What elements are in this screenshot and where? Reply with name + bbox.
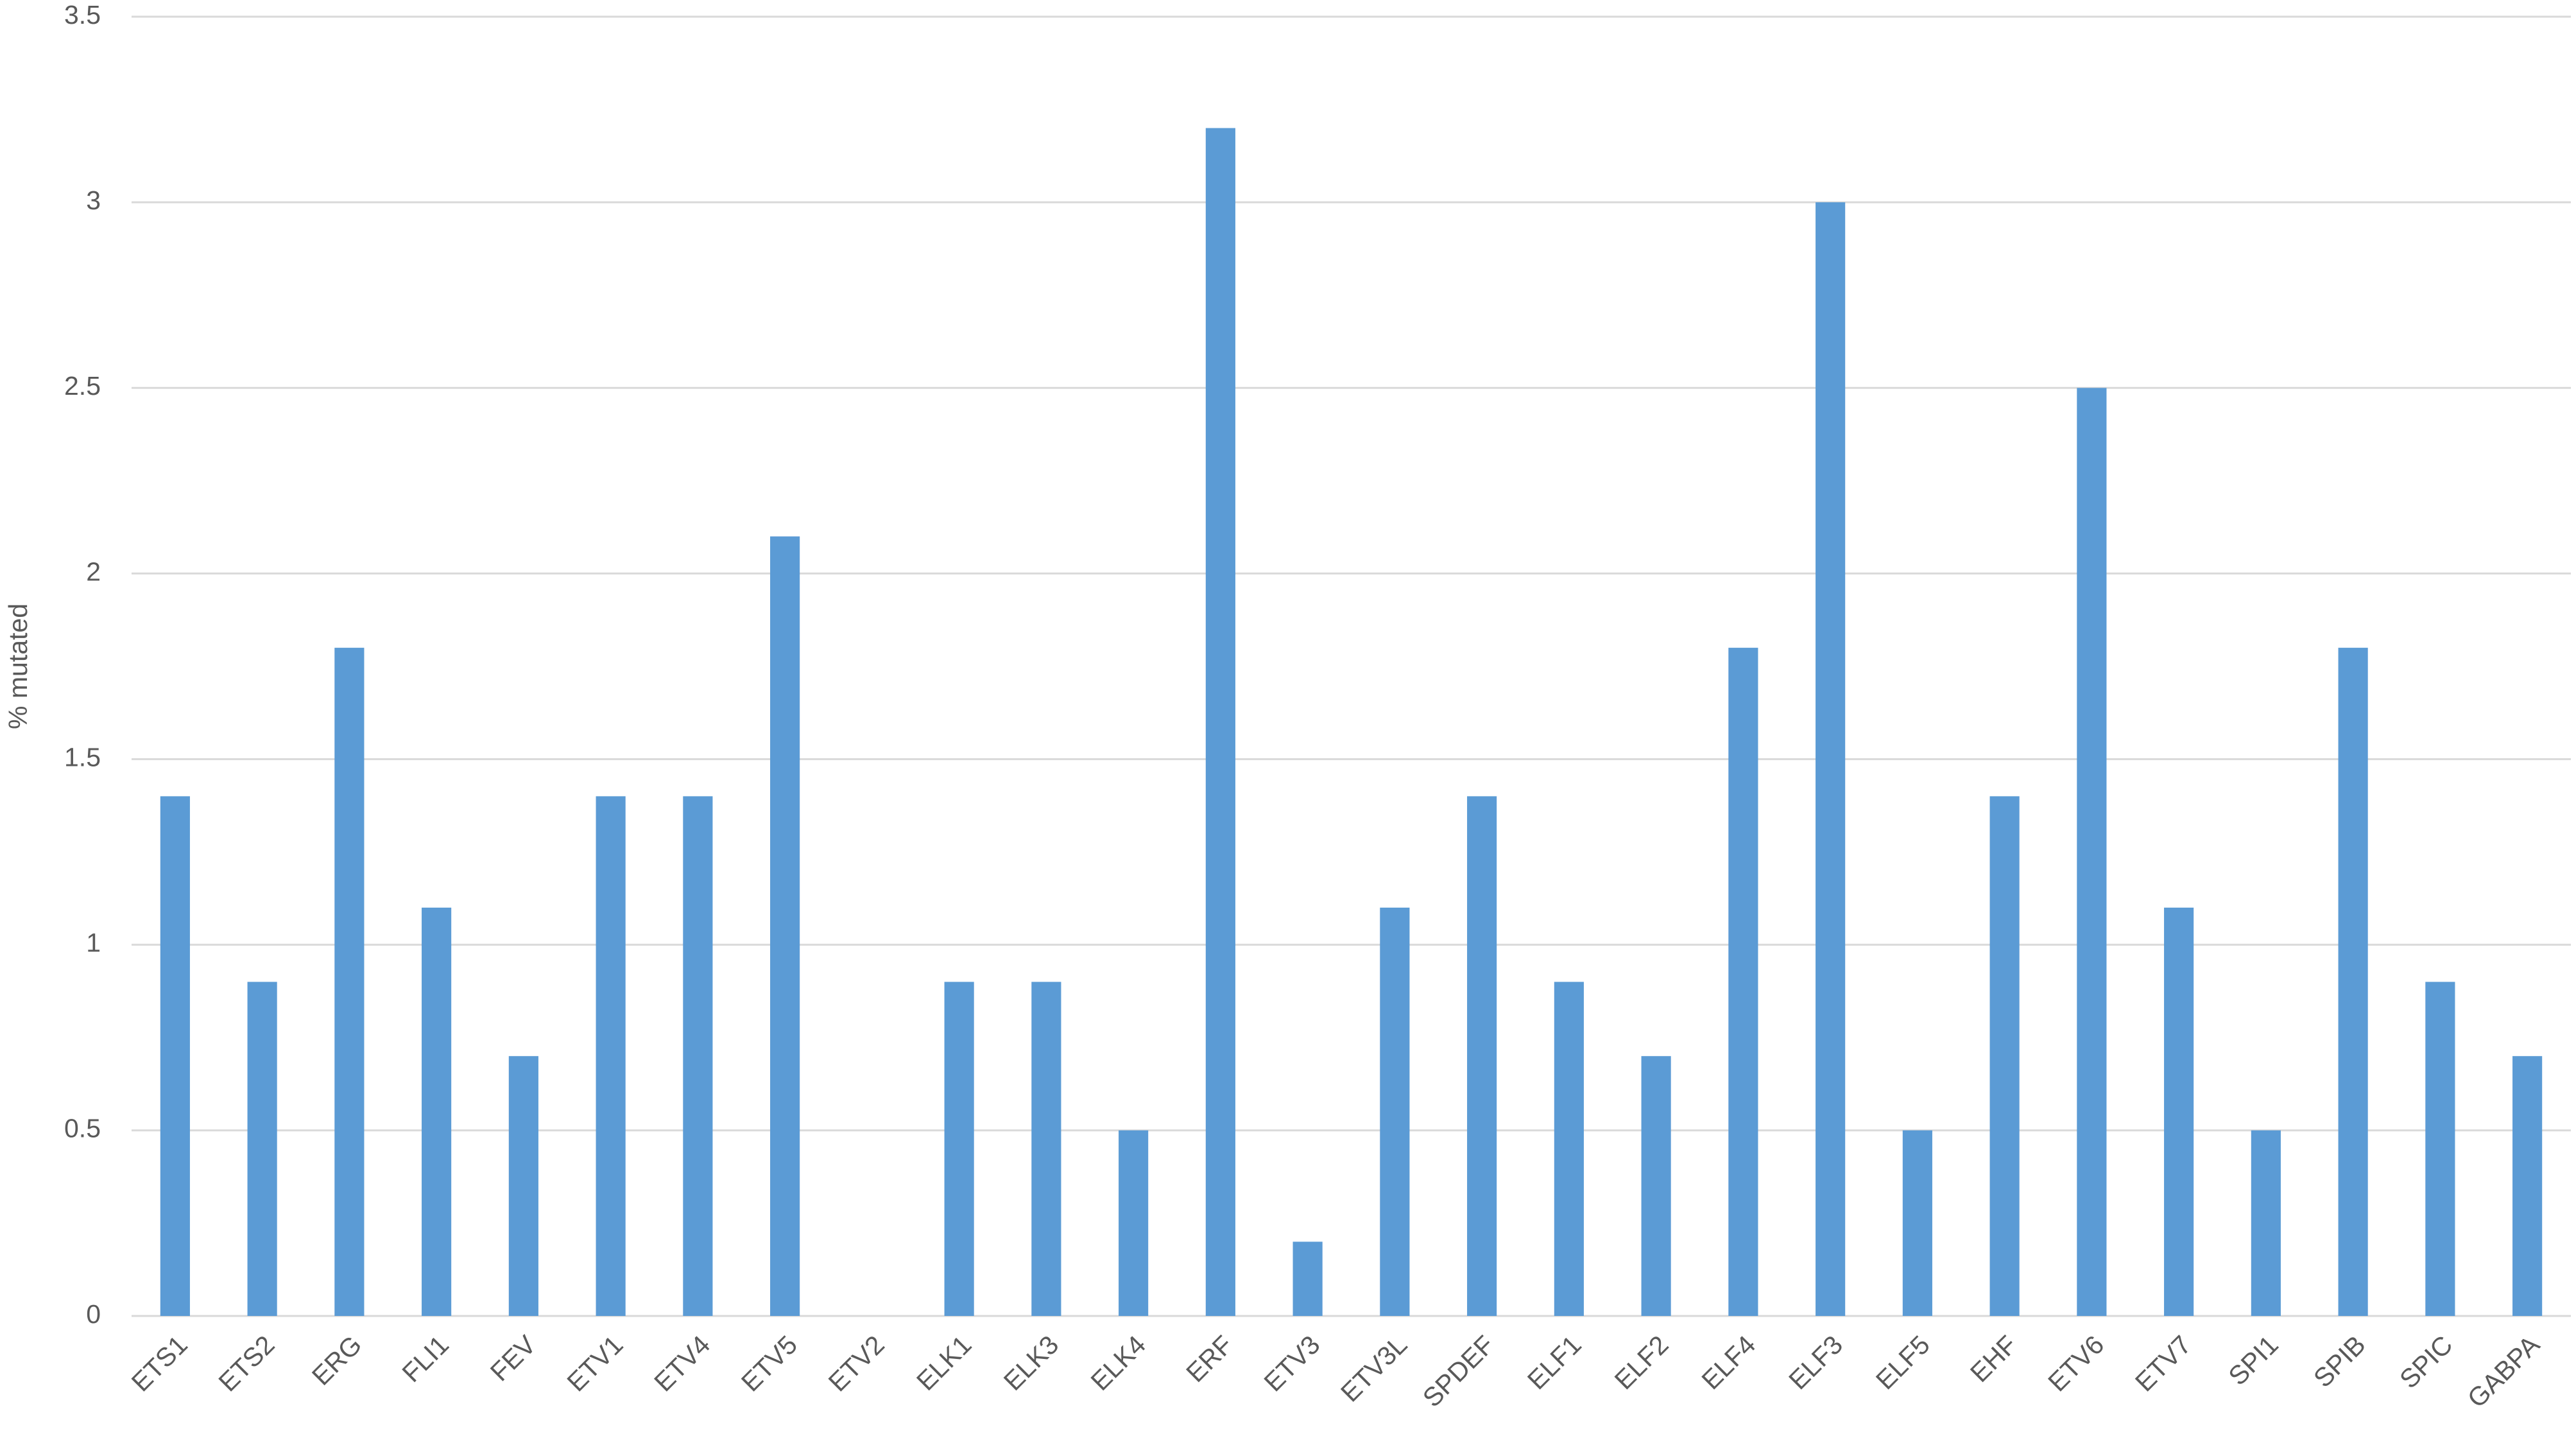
bar <box>2512 1056 2543 1316</box>
bar <box>2425 982 2455 1316</box>
bar <box>1816 202 1846 1317</box>
bar <box>508 1056 538 1316</box>
x-tick-label: ELF5 <box>1870 1329 1936 1395</box>
bar <box>2338 648 2368 1316</box>
y-tick-label: 2 <box>86 557 101 586</box>
x-tick-label: ERF <box>1180 1329 1239 1388</box>
x-tick-label: ETS1 <box>126 1329 193 1397</box>
bar <box>1119 1130 1149 1316</box>
x-tick-label: ETV7 <box>2129 1329 2197 1397</box>
x-tick-label: ETS2 <box>213 1329 280 1397</box>
y-tick-label: 3 <box>86 186 101 215</box>
bar <box>944 982 974 1316</box>
x-tick-label: ERG <box>306 1329 367 1390</box>
x-tick-label: ETV6 <box>2042 1329 2109 1397</box>
bar <box>683 796 713 1316</box>
bar <box>2164 907 2194 1316</box>
bar <box>2251 1130 2281 1316</box>
x-tick-label: GABPA <box>2462 1329 2546 1414</box>
x-tick-label: ETV4 <box>648 1329 716 1397</box>
x-tick-label: SPI1 <box>2223 1329 2284 1390</box>
x-tick-label: ETV1 <box>562 1329 629 1397</box>
x-tick-label: ETV3L <box>1335 1329 1413 1407</box>
x-tick-label: ELF2 <box>1609 1329 1674 1395</box>
bar <box>1292 1241 1323 1316</box>
x-tick-label: FLI1 <box>397 1329 455 1388</box>
x-tick-label: ELK4 <box>1085 1329 1151 1396</box>
y-axis-label: % mutated <box>3 603 33 729</box>
y-tick-label: 3.5 <box>64 0 101 30</box>
bar <box>1728 648 1758 1316</box>
bar <box>1554 982 1584 1316</box>
x-tick-label: ELF3 <box>1783 1329 1848 1395</box>
bar <box>1031 982 1061 1316</box>
x-tick-label: ELF4 <box>1696 1329 1762 1395</box>
x-tick-label: SPIC <box>2394 1329 2458 1394</box>
bar <box>334 648 365 1316</box>
x-tick-label: FEV <box>485 1329 542 1387</box>
x-tick-label: EHF <box>1964 1329 2023 1388</box>
x-tick-label: ELK3 <box>998 1329 1064 1396</box>
x-tick-label: ELK1 <box>911 1329 977 1396</box>
y-tick-label: 1.5 <box>64 742 101 772</box>
bar <box>596 796 626 1316</box>
y-tick-label: 0 <box>86 1299 101 1329</box>
y-tick-label: 2.5 <box>64 371 101 401</box>
x-tick-label: ETV3 <box>1258 1329 1326 1397</box>
bar <box>1989 796 2020 1316</box>
bar <box>1641 1056 1671 1316</box>
bar <box>247 982 277 1316</box>
y-tick-label: 1 <box>86 928 101 958</box>
x-tick-label: SPIB <box>2308 1329 2371 1393</box>
bar <box>2077 388 2107 1317</box>
bar <box>160 796 190 1316</box>
bar <box>1380 907 1410 1316</box>
bar <box>770 536 800 1316</box>
bar <box>1902 1130 1932 1316</box>
x-tick-label: ETV5 <box>735 1329 803 1397</box>
bar <box>1467 796 1497 1316</box>
bar <box>1205 128 1235 1316</box>
x-tick-label: SPDEF <box>1417 1329 1500 1412</box>
x-tick-label: ELF1 <box>1522 1329 1587 1395</box>
bar <box>422 907 452 1316</box>
y-tick-label: 0.5 <box>64 1114 101 1143</box>
x-tick-label: ETV2 <box>823 1329 890 1397</box>
